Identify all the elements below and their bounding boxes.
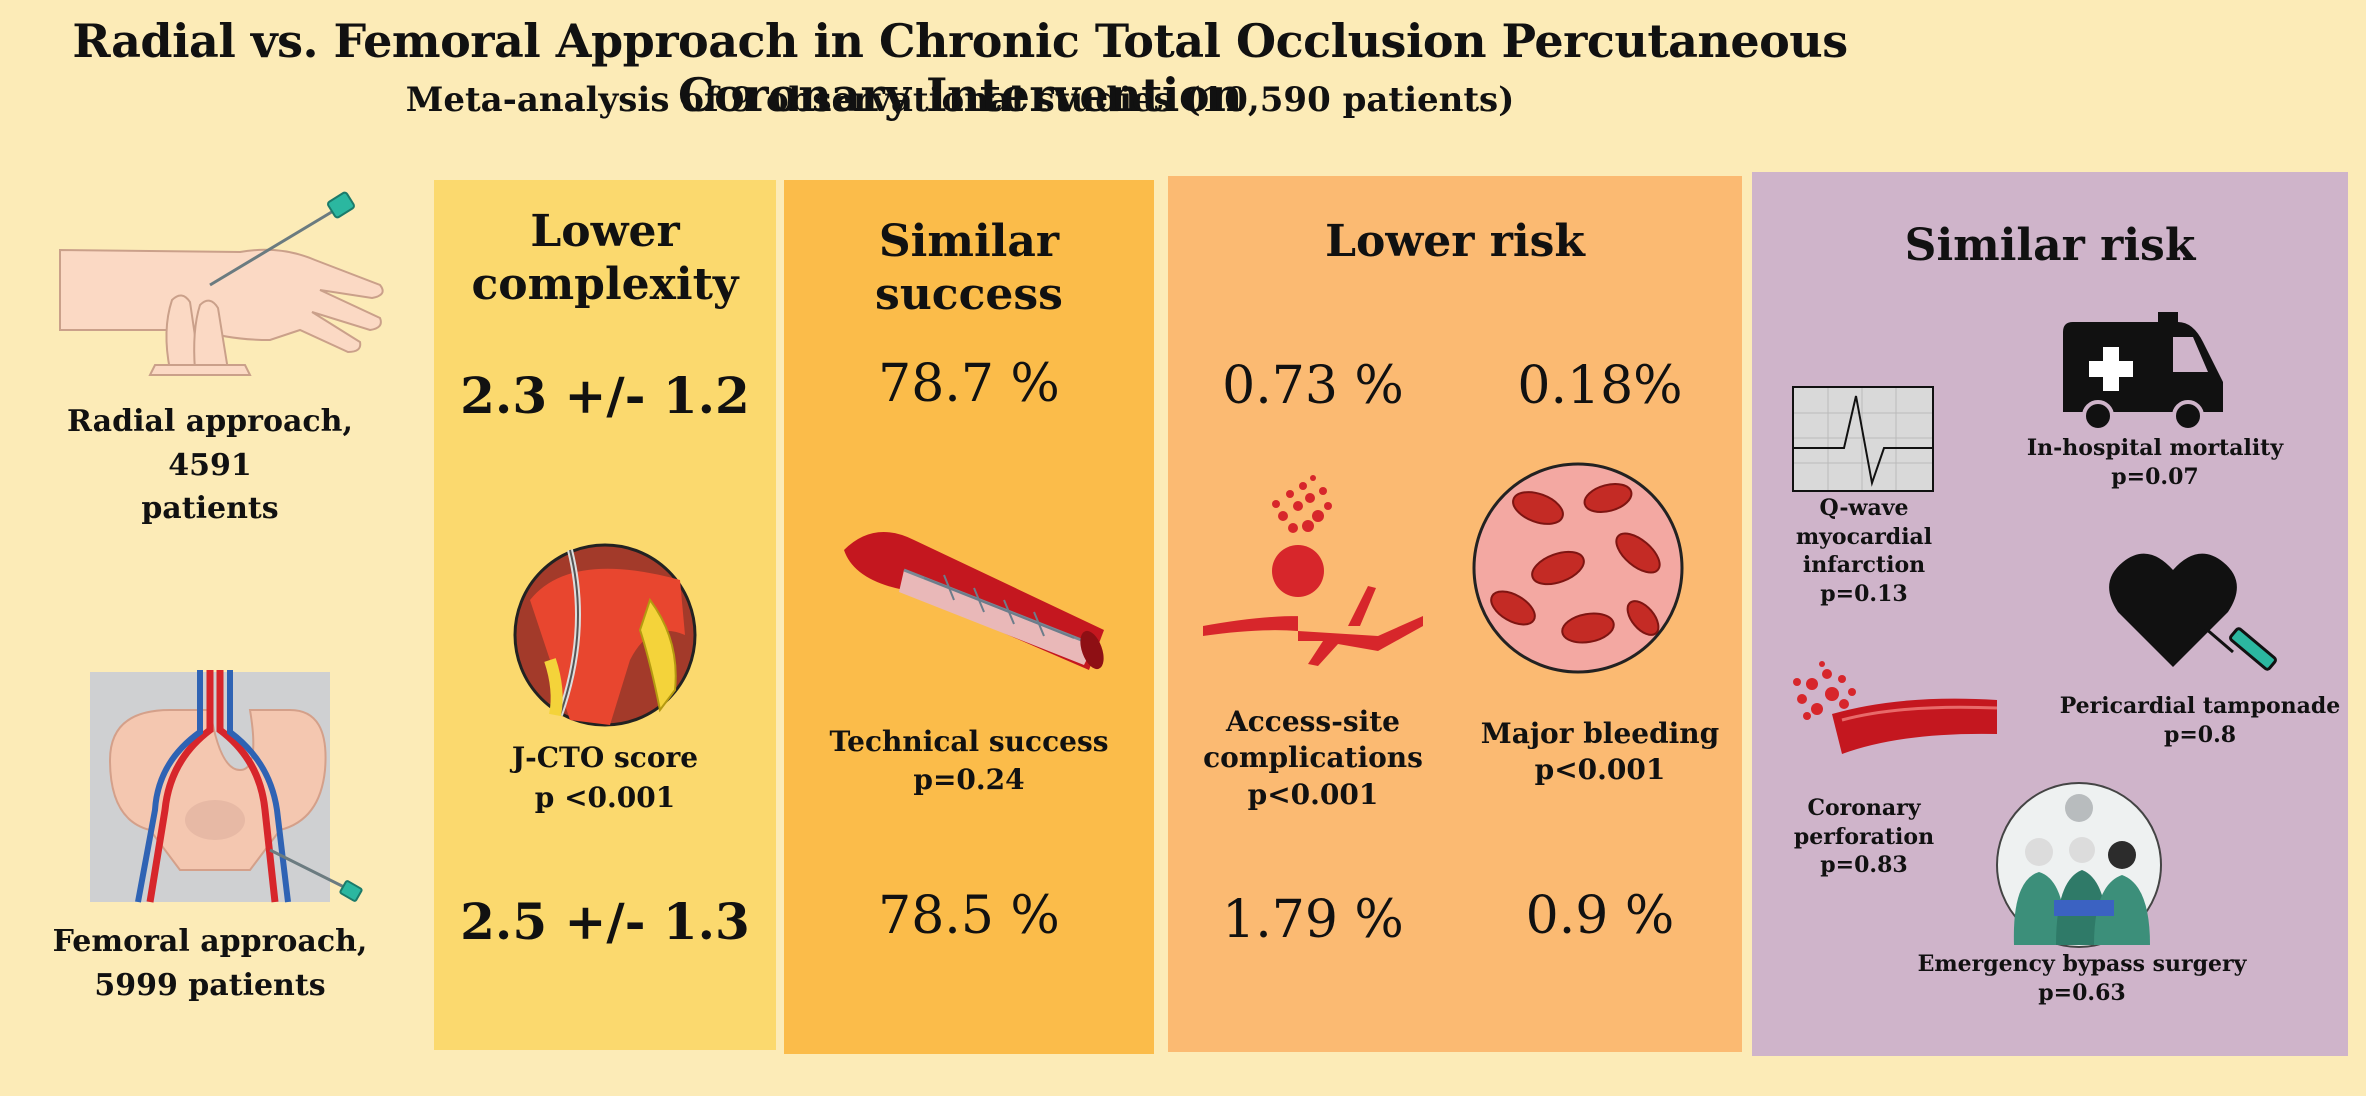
ambulance-icon [2058, 312, 2228, 436]
radial-arm-illustration [50, 190, 390, 380]
stent-vessel-illustration [834, 520, 1114, 684]
qwave-label-line1: Q-wave myocardial [1795, 495, 1933, 550]
tamponade-label: Pericardial tamponade [2059, 693, 2341, 719]
jcto-p-value: p <0.001 [534, 781, 676, 814]
jcto-label: J-CTO score [511, 741, 699, 774]
mortality-label-block: In-hospital mortality p=0.07 [2002, 434, 2308, 491]
technical-success-label: Technical success [829, 725, 1109, 758]
femoral-label-line1: Femoral approach, [52, 924, 368, 959]
page-subtitle: Meta-analysis of 9 observational studies… [405, 80, 1515, 120]
major-bleeding-label: Major bleeding [1480, 717, 1720, 750]
femoral-approach-label: Femoral approach, 5999 patients [40, 920, 380, 1007]
mortality-p-value: p=0.07 [2111, 463, 2199, 490]
surgery-icon [1994, 780, 2164, 954]
bypass-label-block: Emergency bypass surgery p=0.63 [1902, 950, 2262, 1007]
complexity-title: Lower complexity [434, 206, 776, 312]
major-bleeding-label-block: Major bleeding p<0.001 [1458, 716, 1742, 789]
page-title: Radial vs. Femoral Approach in Chronic T… [72, 14, 1848, 122]
perforation-label-line2: perforation [1793, 823, 1935, 850]
major-bleeding-p-value: p<0.001 [1534, 753, 1666, 787]
access-site-label-line2: complications [1203, 741, 1423, 775]
qwave-label-line2: infarction [1802, 552, 1926, 579]
complexity-title-line2: complexity [471, 258, 739, 310]
technical-success-p-value: p=0.24 [913, 763, 1025, 796]
qwave-label: Q-wave myocardial infarction p=0.13 [1752, 494, 1976, 608]
bypass-label: Emergency bypass surgery [1917, 951, 2247, 977]
panel-lower-complexity: Lower complexity 2.3 +/- 1.2 J-CTO score… [434, 180, 776, 1050]
access-site-label: Access-site complications p<0.001 [1168, 704, 1458, 813]
success-title-line1: Similar [878, 216, 1060, 267]
femoral-pelvis-illustration [70, 670, 370, 910]
tamponade-p-value: p=0.8 [2163, 721, 2237, 748]
major-bleeding-illustration [1468, 458, 1688, 682]
access-site-p-value: p<0.001 [1247, 777, 1379, 811]
coronary-perforation-icon [1782, 654, 2002, 778]
ecg-icon [1792, 386, 1934, 492]
bleeding-radial-value: 0.18% [1517, 356, 1683, 416]
panel-similar-success: Similar success 78.7 % Technical success… [784, 180, 1154, 1054]
tamponade-label-block: Pericardial tamponade p=0.8 [2052, 692, 2348, 749]
access-site-label-line1: Access-site [1226, 705, 1400, 738]
success-radial-value: 78.7 % [878, 354, 1060, 414]
heart-syringe-icon [2108, 542, 2288, 686]
complexity-title-line1: Lower [530, 206, 680, 257]
qwave-p-value: p=0.13 [1820, 580, 1908, 607]
perforation-p-value: p=0.83 [1820, 852, 1908, 879]
radial-label-line2: patients [141, 491, 279, 526]
radial-label-line1: Radial approach, 4591 [67, 404, 353, 483]
lower-risk-title: Lower risk [1325, 216, 1585, 267]
success-title-line2: success [875, 268, 1063, 320]
jcto-illustration [510, 540, 700, 734]
panel-similar-risk: Similar risk Q-wave myocardial infarctio… [1752, 172, 2348, 1056]
success-title: Similar success [784, 216, 1154, 322]
success-femoral-value: 78.5 % [878, 886, 1060, 946]
access-femoral-value: 1.79 % [1222, 890, 1404, 950]
access-site-illustration [1198, 466, 1428, 670]
complexity-femoral-value: 2.5 +/- 1.3 [460, 892, 750, 951]
bleeding-femoral-value: 0.9 % [1525, 886, 1675, 946]
mortality-label: In-hospital mortality [2026, 435, 2284, 461]
similar-risk-title: Similar risk [1904, 220, 2196, 271]
panel-lower-risk: Lower risk 0.73 % 0.18% [1168, 176, 1742, 1052]
bypass-p-value: p=0.63 [2038, 979, 2126, 1006]
femoral-label-line2: 5999 patients [94, 967, 326, 1003]
perforation-label-line1: Coronary [1807, 795, 1921, 821]
radial-approach-label: Radial approach, 4591 patients [40, 400, 380, 531]
access-radial-value: 0.73 % [1222, 356, 1404, 416]
perforation-label: Coronary perforation p=0.83 [1752, 794, 1976, 880]
complexity-radial-value: 2.3 +/- 1.2 [460, 366, 750, 425]
